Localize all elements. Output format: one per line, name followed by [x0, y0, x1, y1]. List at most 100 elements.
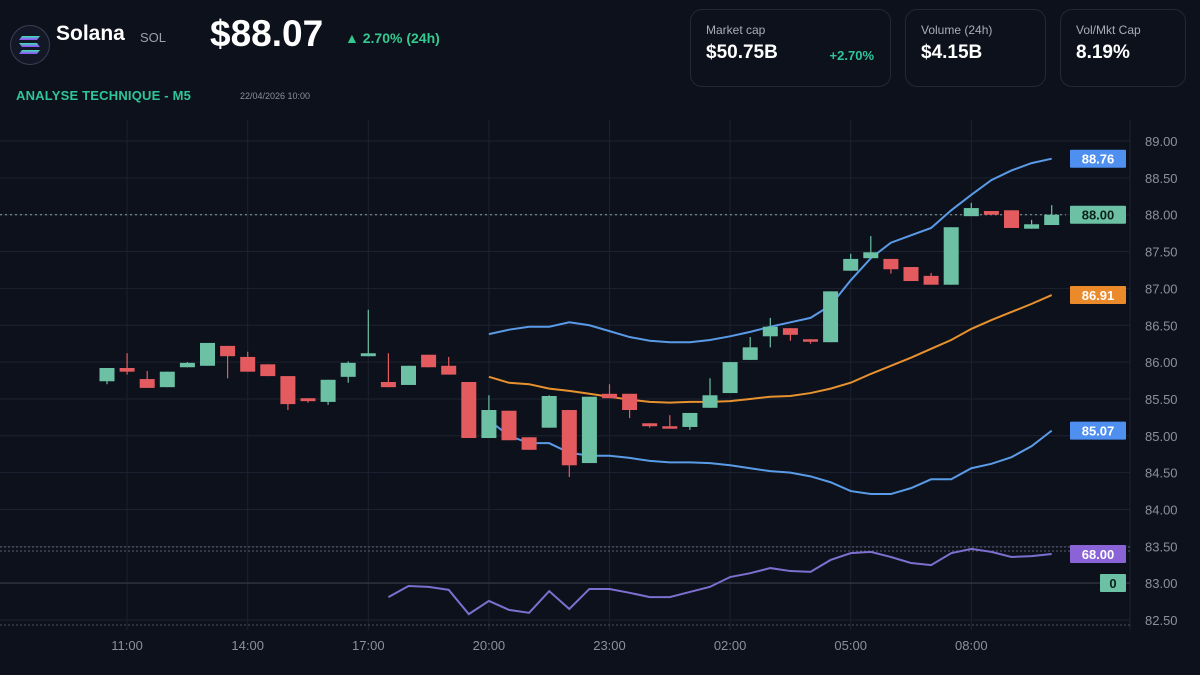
coin-symbol: SOL [140, 30, 167, 45]
price-change-24h: ▲ 2.70% (24h) [345, 30, 440, 46]
candle-body [722, 362, 738, 394]
current-price: $88.07 [210, 13, 324, 54]
price-tick-label: 86.50 [1145, 318, 1178, 333]
oscillator-value-label: 68.00 [1070, 545, 1126, 563]
candle [983, 211, 999, 215]
candle-body [963, 208, 979, 217]
market-cap-label: Market cap [706, 23, 766, 37]
price-axis: 89.00 88.50 88.00 87.50 87.00 86.50 86.00 85.50… [1145, 134, 1178, 628]
candle [461, 381, 477, 439]
candle-body [240, 356, 256, 372]
candle [300, 398, 316, 403]
candle-body [662, 426, 678, 429]
candle-body [320, 379, 336, 402]
candle-body [501, 410, 517, 441]
candle-body [541, 396, 557, 428]
candle-body [983, 211, 999, 215]
candle [1024, 219, 1040, 229]
candle [501, 410, 517, 441]
coin-name: Solana [56, 22, 125, 45]
candle [240, 351, 256, 372]
candle [923, 272, 939, 285]
price-tick-label: 83.50 [1145, 539, 1178, 554]
volume-card: Volume (24h) $4.15B [905, 9, 1046, 87]
candle-body [883, 258, 899, 270]
candle-body [682, 412, 698, 427]
candle [340, 361, 356, 383]
timestamp: 22/04/2026 10:00 [240, 91, 311, 101]
price-tick-label: 88.00 [1145, 208, 1178, 223]
time-axis: 11:00 14:00 17:00 20:00 23:00 02:00 05:00 08:00 [111, 638, 987, 653]
vol-mkt-cap-label: Vol/Mkt Cap [1076, 23, 1141, 37]
price-tick-label: 85.50 [1145, 392, 1178, 407]
bb-middle-price-label: 86.91 [1070, 286, 1126, 305]
bb-lower-price-label: 85.07 [1070, 421, 1126, 440]
candle [883, 258, 899, 274]
price-labels: 88.76 88.00 86.91 85.07 68.00 0 [1070, 149, 1126, 592]
price-tick-label: 84.00 [1145, 503, 1178, 518]
oscillator-value-label-bg [1070, 545, 1126, 563]
candle-body [401, 365, 416, 385]
candle-body [280, 376, 296, 405]
price-tick-label: 86.00 [1145, 355, 1178, 370]
candle-body [622, 393, 638, 411]
candle-body [159, 371, 175, 388]
candle-body [119, 367, 135, 372]
price-tick-label: 84.50 [1145, 466, 1178, 481]
candle [139, 370, 155, 388]
oscillator-value-label-text: 68.00 [1082, 547, 1115, 562]
candle-body [843, 258, 859, 271]
candle [280, 376, 296, 411]
candle [401, 365, 416, 385]
candle-body [179, 362, 195, 368]
candle [380, 353, 396, 388]
market-cap-change: +2.70% [829, 48, 874, 63]
time-tick-label: 23:00 [593, 638, 626, 653]
price-tick-label: 83.00 [1145, 576, 1178, 591]
time-tick-label: 17:00 [352, 638, 385, 653]
candle-body [521, 437, 537, 450]
candle-body [220, 345, 236, 357]
last-price-label-text: 88.00 [1082, 208, 1115, 223]
solana-logo [10, 25, 50, 65]
oscillator-zero-label: 0 [1100, 574, 1126, 592]
candle-body [1044, 214, 1060, 226]
candle-body [139, 379, 155, 388]
candle-body [421, 354, 437, 368]
market-cap-value: $50.75B [706, 42, 778, 63]
candle [1044, 205, 1060, 226]
candle-body [340, 362, 356, 377]
vol-mkt-cap-value: 8.19% [1076, 42, 1130, 63]
candle [200, 342, 215, 366]
candle [260, 364, 276, 377]
section-title: ANALYSE TECHNIQUE - M5 [16, 88, 192, 103]
candle-body [200, 342, 215, 366]
oscillator-pane [0, 546, 1130, 626]
candle [682, 412, 698, 430]
candle-body [461, 381, 477, 439]
vol-mkt-cap-card: Vol/Mkt Cap 8.19% [1060, 9, 1186, 87]
candle-body [99, 367, 115, 382]
bollinger-middle-line [488, 294, 1053, 404]
candle-body [803, 339, 818, 342]
candle [843, 253, 859, 271]
volume-label: Volume (24h) [921, 23, 993, 37]
time-tick-label: 02:00 [714, 638, 747, 653]
candle [119, 353, 135, 375]
bb-upper-price-label: 88.76 [1070, 149, 1126, 168]
candle-body [823, 291, 839, 343]
candle [622, 393, 638, 419]
solana-logo-icon [19, 36, 40, 54]
oscillator-zero-label-text: 0 [1109, 576, 1116, 591]
candle [421, 354, 437, 368]
bb-middle-price-label-bg [1070, 286, 1126, 305]
candle-body [602, 393, 617, 399]
candle [159, 371, 175, 388]
candle-body [903, 267, 919, 282]
candle-body [762, 326, 778, 337]
time-tick-label: 14:00 [231, 638, 264, 653]
candle [742, 337, 758, 360]
price-tick-label: 82.50 [1145, 613, 1178, 628]
candle [99, 367, 115, 385]
